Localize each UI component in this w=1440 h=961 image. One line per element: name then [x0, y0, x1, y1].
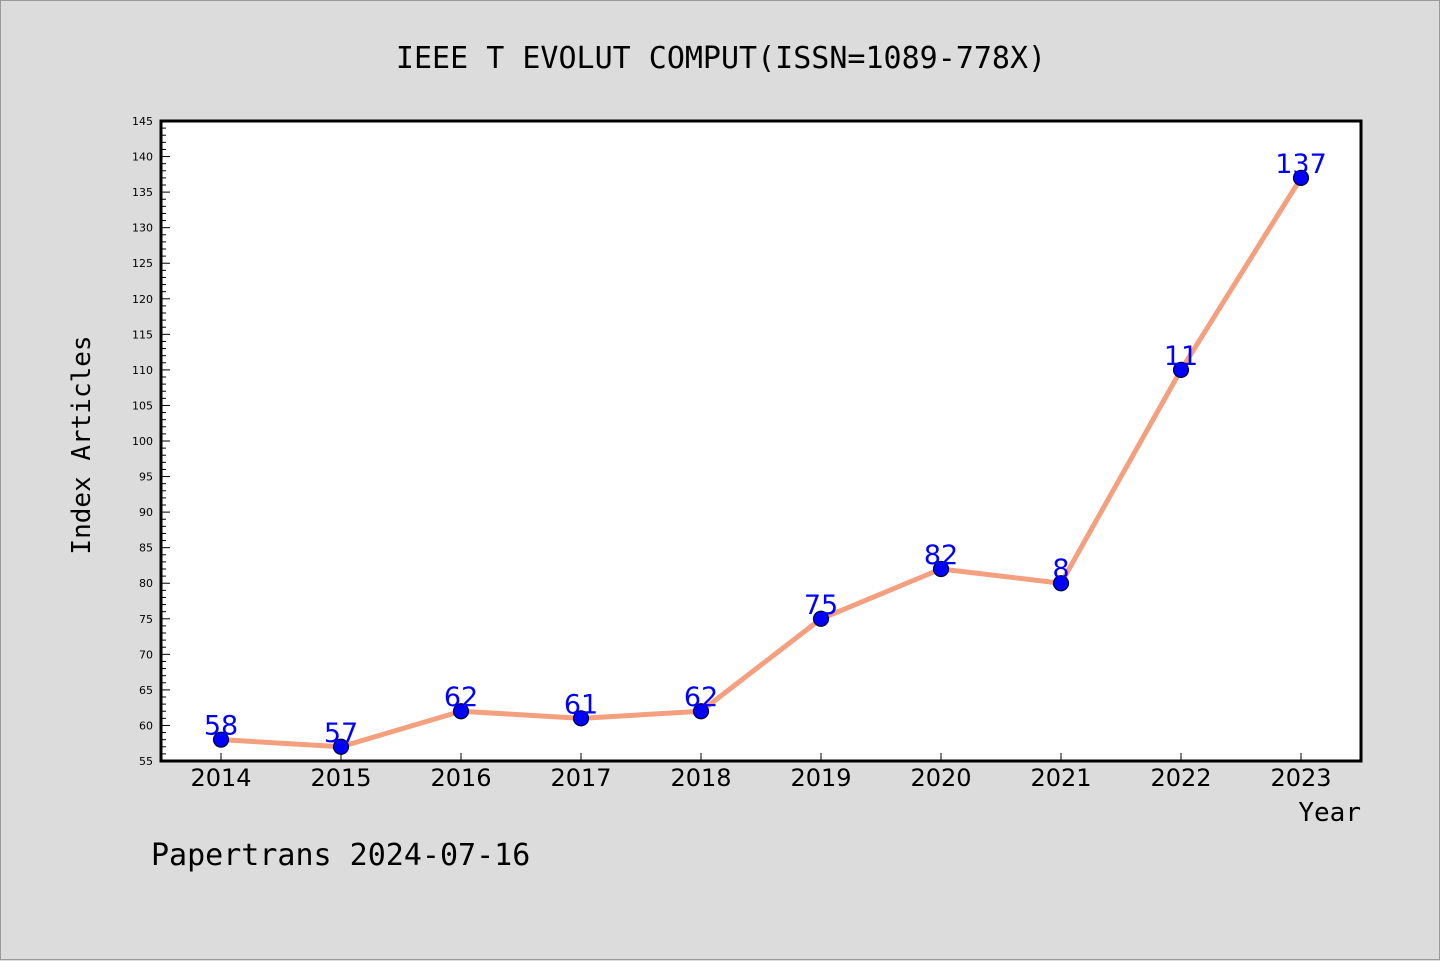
series-group: [212, 169, 1310, 755]
data-labels-group: 58 57 62 61 62 75 82 8 11 137: [204, 149, 1327, 749]
footer-watermark: Papertrans 2024-07-16: [151, 838, 530, 873]
y-tick-label: 55: [139, 755, 153, 768]
y-tick-label: 105: [132, 399, 153, 412]
data-point: [212, 731, 230, 748]
data-label: 61: [564, 689, 598, 720]
x-tick-label: 2020: [910, 764, 971, 792]
x-tick-label: 2015: [310, 764, 371, 792]
x-tick-label: 2014: [190, 764, 251, 792]
x-axis-title: Year: [1298, 798, 1361, 828]
x-tick-label: 2016: [430, 764, 491, 792]
y-tick-label: 140: [132, 151, 153, 164]
data-point: [1292, 169, 1310, 186]
y-tick-label: 65: [139, 684, 153, 697]
data-label: 8: [1052, 554, 1069, 585]
y-tick-label: 90: [139, 506, 153, 519]
y-tick-label: 120: [132, 293, 153, 306]
data-label: 58: [204, 711, 238, 742]
data-label: 62: [444, 682, 478, 713]
data-label: 62: [684, 682, 718, 713]
data-label: 57: [324, 718, 358, 749]
data-point: [932, 560, 950, 578]
x-tick-label: 2018: [670, 764, 731, 792]
y-tick-label: 70: [139, 648, 153, 661]
y-tick-label: 130: [132, 222, 153, 235]
data-label: 11: [1164, 341, 1198, 372]
y-tick-label: 110: [132, 364, 153, 377]
chart-title: IEEE T EVOLUT COMPUT(ISSN=1089-778X): [396, 41, 1046, 76]
y-tick-label: 95: [139, 471, 153, 484]
y-tick-label: 75: [139, 613, 153, 626]
y-tick-label: 100: [132, 435, 153, 448]
x-tick-label: 2022: [1150, 764, 1211, 792]
series-line: [220, 176, 1304, 750]
data-label: 75: [804, 590, 838, 621]
data-point: [692, 703, 710, 720]
x-tick-label: 2019: [790, 764, 851, 792]
data-point: [1172, 361, 1190, 378]
x-tick-label: 2021: [1030, 764, 1091, 792]
data-point: [812, 610, 830, 627]
y-tick-label: 85: [139, 542, 153, 555]
data-point: [572, 710, 590, 727]
y-axis-title: Index Articles: [67, 335, 97, 554]
y-tick-label: 135: [132, 186, 153, 199]
data-label: 137: [1275, 149, 1327, 180]
plot-border: [159, 119, 1363, 763]
x-tick-label: 2023: [1270, 764, 1331, 792]
plot-area: [161, 121, 1361, 761]
y-tick-label: 80: [139, 577, 153, 590]
x-tick-label: 2017: [550, 764, 611, 792]
data-point: [332, 738, 350, 755]
y-tick-label: 115: [132, 328, 153, 341]
data-label: 82: [924, 540, 958, 571]
y-tick-label: 60: [139, 719, 153, 732]
data-point: [452, 703, 470, 720]
y-tick-label: 125: [132, 257, 153, 270]
data-point: [1052, 575, 1070, 592]
y-tick-label: 145: [132, 115, 153, 128]
